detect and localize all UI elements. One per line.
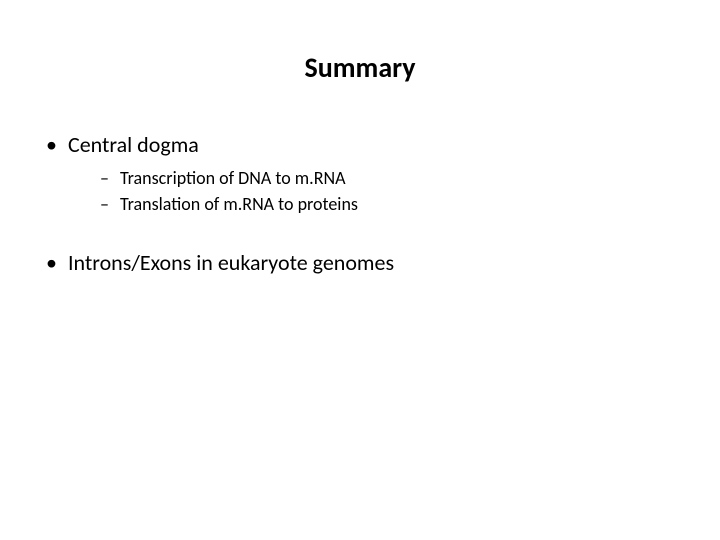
list-item: Central dogma Transcription of DNA to m.… bbox=[40, 130, 680, 216]
slide: Summary Central dogma Transcription of D… bbox=[0, 0, 720, 540]
bullet-text: Central dogma bbox=[68, 131, 199, 158]
spacer bbox=[40, 224, 680, 248]
slide-content: Central dogma Transcription of DNA to m.… bbox=[40, 130, 680, 286]
bullet-text: Transcription of DNA to m.RNA bbox=[120, 167, 346, 189]
list-item: Introns/Exons in eukaryote genomes bbox=[40, 248, 680, 278]
bullet-text: Introns/Exons in eukaryote genomes bbox=[68, 249, 394, 276]
bullet-text: Translation of m.RNA to proteins bbox=[120, 193, 358, 215]
list-item: Translation of m.RNA to proteins bbox=[98, 192, 680, 216]
bullet-list: Introns/Exons in eukaryote genomes bbox=[40, 248, 680, 278]
list-item: Transcription of DNA to m.RNA bbox=[98, 166, 680, 190]
sub-bullet-list: Transcription of DNA to m.RNA Translatio… bbox=[68, 166, 680, 217]
slide-title: Summary bbox=[0, 50, 720, 85]
bullet-list: Central dogma Transcription of DNA to m.… bbox=[40, 130, 680, 216]
